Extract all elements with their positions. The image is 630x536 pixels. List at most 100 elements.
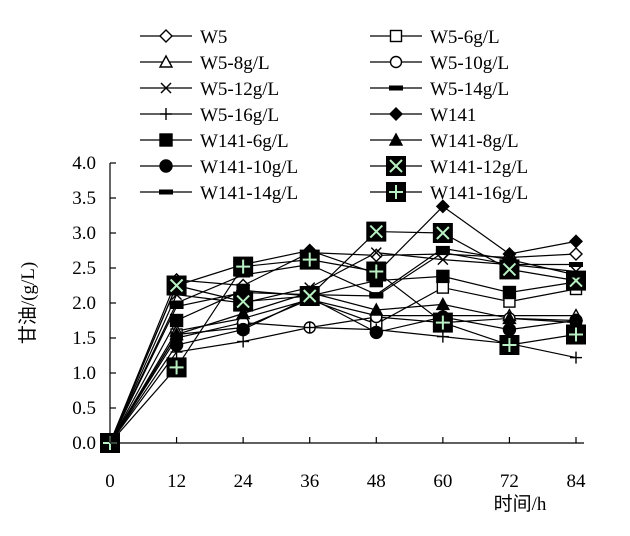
legend-item: W5 — [140, 27, 227, 48]
legend-item: W5-6g/L — [370, 27, 500, 48]
data-point — [569, 272, 583, 278]
data-point — [502, 257, 517, 263]
x-tick-label: 60 — [433, 471, 452, 492]
series-line-13 — [109, 247, 577, 444]
data-point — [569, 262, 583, 267]
data-point — [169, 338, 184, 352]
legend-label: W5 — [200, 27, 227, 48]
legend-marker — [159, 29, 173, 43]
data-point — [299, 286, 320, 306]
data-point — [566, 324, 586, 345]
legend-label: W5-8g/L — [200, 53, 270, 74]
series-line-2 — [109, 286, 577, 444]
legend-label: W141-16g/L — [430, 183, 528, 204]
data-point — [499, 335, 520, 355]
legend-item: W141-14g/L — [140, 183, 298, 204]
data-point — [303, 321, 316, 334]
legend-item: W141-12g/L — [370, 156, 528, 178]
legend-item: W141-10g/L — [140, 157, 298, 178]
data-point — [169, 300, 184, 306]
y-tick-label: 3.0 — [72, 223, 96, 244]
data-point — [435, 296, 451, 311]
data-point — [569, 234, 583, 249]
data-point — [166, 357, 187, 378]
x-tick-label: 36 — [300, 471, 319, 492]
legend-marker — [160, 108, 172, 120]
data-point — [570, 351, 582, 364]
y-tick-label: 3.5 — [72, 188, 96, 209]
legend-item: W5-12g/L — [140, 79, 279, 100]
x-axis-title: 时间/h — [494, 493, 547, 515]
data-point — [437, 254, 449, 266]
series-line-14 — [109, 258, 577, 444]
legend-marker — [389, 29, 403, 43]
legend-marker — [159, 159, 173, 173]
data-point — [166, 275, 187, 296]
legend-marker — [158, 54, 174, 68]
y-tick-label: 2.5 — [72, 258, 96, 279]
legend: W5 W5-6g/L W5-8g/L W5-10g/L W5-12g/L W5-14g/L… — [140, 27, 528, 204]
legend-label: W5-10g/L — [430, 53, 509, 74]
legend-marker — [389, 107, 403, 121]
axes: 0.0 0.5 1.0 1.5 2.0 2.5 3.0 3.5 4.0 0 12 24 36 48 60 72… — [72, 153, 586, 492]
data-point — [369, 302, 384, 316]
data-point — [369, 325, 383, 340]
data-point — [235, 306, 251, 320]
data-point — [236, 322, 250, 337]
data-point — [169, 313, 184, 328]
legend-item: W141-16g/L — [370, 182, 528, 204]
series-line-12 — [109, 230, 577, 444]
x-tick-label: 84 — [567, 471, 587, 492]
data-point — [370, 247, 382, 259]
data-point — [435, 250, 450, 256]
legend-label: W141 — [430, 105, 476, 126]
legend-label: W141-10g/L — [200, 157, 298, 178]
legend-marker — [386, 156, 406, 176]
x-tick-label: 12 — [167, 471, 186, 492]
legend-label: W141-8g/L — [430, 131, 519, 152]
y-axis-title: 甘油/(g/L) — [17, 262, 39, 344]
legend-item: W5-16g/L — [140, 105, 279, 126]
data-point — [369, 248, 384, 263]
data-point — [436, 281, 450, 294]
y-tick-label: 1.0 — [72, 363, 96, 384]
series-points-14 — [100, 249, 586, 453]
plot-area: 0.0 0.5 1.0 1.5 2.0 2.5 3.0 3.5 4.0 0 12 24 36 48 60 72… — [72, 153, 586, 492]
data-point — [233, 256, 254, 277]
series-line-8 — [109, 205, 577, 444]
legend-label: W5-6g/L — [430, 27, 500, 48]
data-point — [432, 312, 453, 333]
y-tick-label: 4.0 — [72, 153, 96, 174]
data-point — [299, 249, 320, 270]
legend-label: W5-14g/L — [430, 79, 509, 100]
series-line-9 — [109, 275, 577, 444]
legend-marker — [159, 189, 173, 195]
data-point — [499, 259, 520, 280]
data-point — [435, 245, 450, 251]
series-line-1 — [109, 251, 577, 444]
legend-label: W141-12g/L — [430, 157, 528, 178]
y-tick-label: 1.5 — [72, 328, 96, 349]
series-line-11 — [109, 296, 577, 444]
series-line-4 — [109, 316, 577, 444]
legend-label: W141-14g/L — [200, 183, 298, 204]
legend-label: W5-12g/L — [200, 79, 279, 100]
data-point — [169, 304, 184, 309]
data-point — [502, 285, 517, 300]
data-point — [237, 335, 250, 348]
series-line-10 — [109, 291, 577, 444]
data-point — [569, 247, 583, 261]
data-point — [366, 221, 387, 242]
legend-item: W141-8g/L — [370, 131, 519, 152]
legend-marker — [388, 132, 404, 146]
x-tick-label: 24 — [234, 471, 254, 492]
data-point — [435, 199, 450, 214]
legend-item: W141-6g/L — [140, 131, 289, 152]
x-tick-label: 48 — [367, 471, 386, 492]
data-point — [436, 269, 450, 284]
y-tick-label: 0.0 — [72, 433, 96, 454]
legend-marker — [160, 82, 172, 94]
legend-label: W141-6g/L — [200, 131, 289, 152]
legend-marker — [386, 182, 406, 202]
